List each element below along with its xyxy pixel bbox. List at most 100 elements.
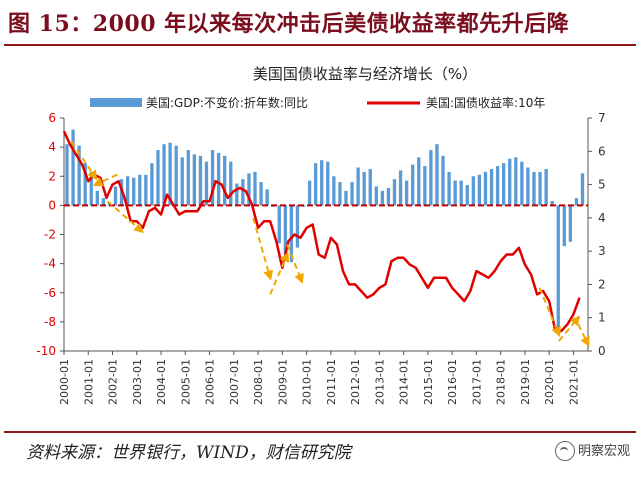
gdp-bar [83,163,87,206]
source-note: 资料来源：世界银行，WIND，财信研究院 [26,443,351,463]
gdp-bar [423,166,427,206]
watermark-text: 明察宏观 [577,444,630,459]
trend-arrow [70,140,98,181]
x-tick-label: 2019-01 [519,359,532,405]
gdp-bar [501,163,506,206]
trend-arrow [286,244,304,284]
x-tick-label: 2009-01 [276,359,289,405]
gdp-bar [562,205,566,247]
gdp-bar [241,179,245,206]
gdp-bar [538,171,542,206]
gdp-bar [508,158,512,206]
gdp-bar [289,205,294,263]
x-tick-label: 2005-01 [179,359,192,405]
gdp-bar [495,166,500,206]
gdp-bar [489,168,494,206]
gdp-bar [313,163,318,206]
gdp-bar [338,182,342,206]
title-rule [4,44,636,46]
legend-label-yield: 美国:国债收益率:10年 [426,95,545,110]
gdp-bar [277,205,281,244]
x-tick-label: 2011-01 [325,359,338,405]
trend-arrow [252,217,274,281]
gdp-bar [77,145,81,206]
gdp-bar [574,198,579,206]
gdp-bar [307,180,312,206]
gdp-bar [192,154,197,206]
x-tick-label: 2021-01 [567,359,580,405]
gdp-bar [174,145,178,206]
gdp-bar [113,186,118,206]
gdp-bar [398,170,403,206]
left-tick-label: -10 [36,344,56,358]
gdp-bar [453,180,457,206]
gdp-bar [374,186,378,206]
x-tick-label: 2010-01 [301,359,314,405]
gdp-bar [386,187,391,206]
x-tick-label: 2013-01 [373,359,386,405]
gdp-bar [332,176,336,206]
gdp-bar [429,150,433,206]
trend-arrow [538,287,561,338]
left-tick-label: -6 [44,286,56,300]
figure-title: 图 15：2000 年以来每次冲击后美债收益率都先升后降 [8,11,570,37]
axes: 6 4 2 0 -2 -4 -6 -8 -10 7 6 5 4 3 2 1 0 2000-01 2001-01 200… [36,111,605,405]
x-tick-label: 2018-01 [495,359,508,405]
gdp-bar [520,161,524,206]
right-tick-label: 1 [598,311,606,325]
gdp-bar [198,155,203,206]
gdp-bar [411,164,415,206]
gdp-bar [125,176,130,206]
gdp-bar [356,167,360,206]
yield-line [62,130,581,333]
right-tick-label: 2 [598,277,606,291]
x-tick-label: 2008-01 [252,359,265,405]
chart: 美国国债收益率与经济增长（%） 美国:GDP:不变价:折年数:同比 美国:国债收… [36,65,605,405]
right-tick-label: 7 [598,111,606,125]
gdp-bars [65,129,585,330]
right-tick-label: 0 [598,344,606,358]
trend-arrow [269,251,290,295]
gdp-bar [186,150,190,206]
gdp-bar [477,174,482,206]
gdp-bar [544,168,548,206]
gdp-bar [247,173,251,206]
annotation-arrows [70,140,590,348]
gdp-bar [156,150,160,206]
right-tick-label: 6 [598,144,606,158]
gdp-bar [465,184,469,206]
gdp-bar [283,205,288,254]
gdp-bar [514,157,518,206]
right-tick-label: 4 [598,211,606,225]
left-tick-label: 4 [48,140,56,154]
gdp-bar [144,174,148,206]
legend-label-gdp: 美国:GDP:不变价:折年数:同比 [146,95,308,110]
gdp-bar [259,182,263,206]
wechat-logo-icon [554,440,575,461]
gdp-bar [71,129,75,206]
gdp-bar [435,144,439,206]
source-rule [4,431,636,433]
gdp-bar [568,205,573,242]
gdp-bar [483,171,488,206]
gdp-bar [580,173,585,206]
gdp-bar [447,171,451,206]
gdp-bar [380,190,385,206]
gdp-bar [550,201,554,206]
x-tick-label: 2015-01 [422,359,435,405]
gdp-bar [204,161,209,206]
gdp-bar [441,155,445,206]
gdp-bar [95,190,99,206]
gdp-bar [101,198,106,206]
trend-arrow [577,323,590,348]
gdp-bar [216,152,221,206]
left-tick-label: 6 [48,111,56,125]
chart-title: 美国国债收益率与经济增长（%） [253,65,477,83]
yield-line-group [62,130,581,333]
gdp-bar [362,171,366,206]
gdp-bar [229,161,233,206]
gdp-bar [326,161,330,206]
x-tick-label: 2012-01 [349,359,362,405]
gdp-bar [350,182,354,206]
left-tick-label: -2 [44,228,56,242]
